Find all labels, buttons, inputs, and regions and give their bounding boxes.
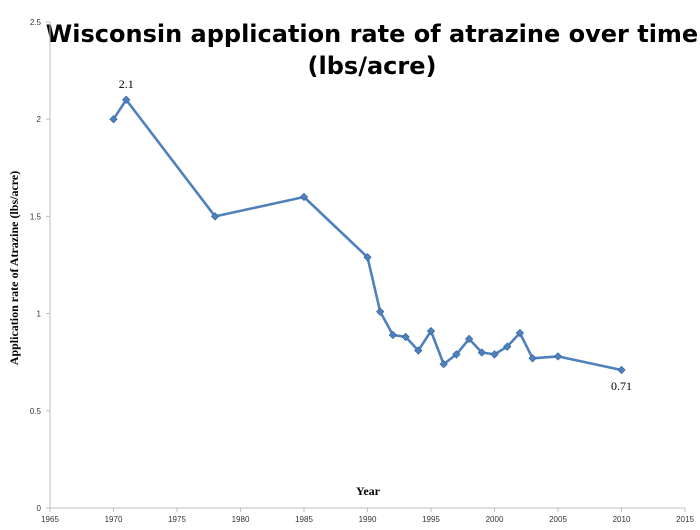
data-point-marker: [528, 354, 537, 363]
x-axis-title: Year: [356, 484, 381, 498]
x-tick-label: 2000: [486, 515, 504, 524]
y-tick-label: 2: [37, 115, 42, 124]
data-point-marker: [515, 328, 525, 338]
x-tick-label: 1965: [41, 515, 59, 524]
x-tick-label: 1985: [295, 515, 313, 524]
data-point-marker: [490, 350, 499, 359]
data-point-marker: [109, 115, 118, 124]
data-point-marker: [477, 348, 486, 357]
y-tick-label: 1.5: [30, 212, 42, 221]
data-point-marker: [617, 365, 626, 375]
data-label: 0.71: [611, 379, 632, 393]
x-tick-label: 1980: [232, 515, 250, 524]
data-labels: 2.1 0.71: [119, 77, 632, 393]
x-tick-label: 1970: [105, 515, 123, 524]
data-point-marker: [464, 334, 474, 344]
x-tick-label: 1995: [422, 515, 440, 524]
chart-title-line1: Wisconsin application rate of atrazine o…: [46, 20, 698, 48]
data-point-marker: [439, 359, 448, 369]
data-point-marker: [426, 326, 436, 336]
y-axis-title: Application rate of Atrazine (lbs/acre): [7, 171, 21, 365]
x-tick-label: 2005: [549, 515, 567, 524]
x-tick-label: 1975: [168, 515, 186, 524]
series-layer: [109, 95, 626, 375]
data-point-marker: [553, 352, 563, 361]
data-point-marker: [210, 212, 220, 221]
data-point-marker: [401, 332, 410, 342]
data-label: 2.1: [119, 77, 134, 91]
data-point-marker: [388, 330, 398, 340]
x-tick-label: 2015: [676, 515, 694, 524]
data-point-marker: [452, 350, 461, 359]
axes: 1965 1970 1975 1980 1985 1990 1995 2000 2005 2010…: [30, 18, 695, 524]
data-point-marker: [363, 253, 372, 262]
y-tick-label: 1: [37, 310, 42, 319]
data-point-marker: [122, 95, 131, 104]
x-tick-label: 2010: [613, 515, 631, 524]
data-point-marker: [414, 346, 423, 355]
data-point-marker: [503, 342, 512, 351]
y-tick-label: 0.5: [30, 407, 42, 416]
series-line: [112, 98, 622, 372]
data-point-marker: [376, 307, 385, 316]
data-point-marker: [299, 192, 309, 202]
x-tick-label: 1990: [359, 515, 377, 524]
y-tick-label: 0: [37, 504, 42, 513]
y-tick-label: 2.5: [30, 18, 42, 27]
chart-title-line2: (lbs/acre): [308, 52, 437, 80]
